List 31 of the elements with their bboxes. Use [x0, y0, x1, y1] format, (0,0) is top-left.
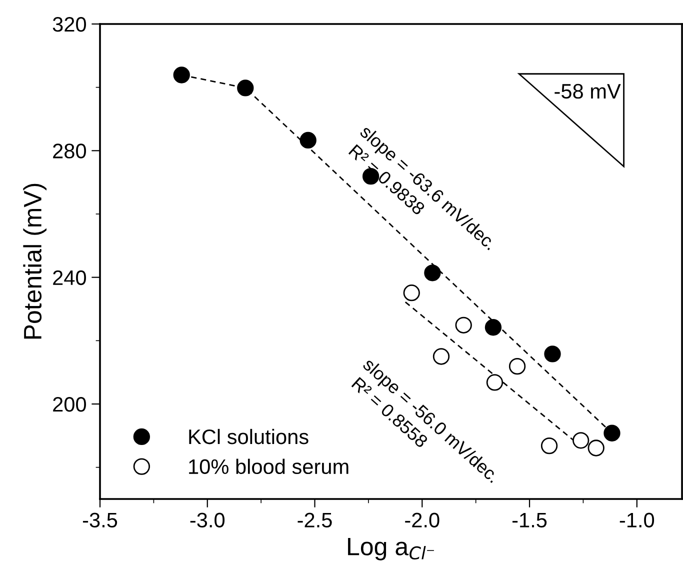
point — [455, 316, 472, 334]
legend-label: 10% blood serum — [189, 458, 348, 474]
x-tick-label: -1.0 — [620, 512, 654, 528]
point — [432, 348, 450, 365]
point — [544, 346, 561, 362]
y-tick-label: 280 — [53, 144, 86, 158]
y-tick-label: 240 — [53, 270, 86, 286]
y-axis-title: Potential (mV) — [23, 184, 46, 339]
point — [237, 80, 254, 96]
x-tick-label: -3.5 — [82, 512, 118, 528]
point — [486, 374, 504, 391]
point — [588, 440, 604, 456]
y-tick-label: 320 — [52, 17, 86, 32]
annotation: -58 mV — [554, 84, 621, 99]
point — [508, 358, 526, 375]
point — [572, 432, 590, 449]
x-tick-label: -2.0 — [405, 512, 440, 528]
point — [424, 264, 441, 282]
x-tick-label: -2.5 — [298, 512, 332, 528]
legend-label: KCl solutions — [189, 428, 308, 444]
x-tick-label: -3.0 — [190, 512, 225, 528]
y-tick-label: 200 — [53, 397, 86, 412]
point — [403, 284, 420, 302]
x-axis-title: Log a$_{Cl⁻}$ — [348, 538, 434, 560]
point — [173, 66, 190, 84]
point — [540, 437, 558, 454]
point — [362, 168, 380, 185]
point — [484, 319, 502, 336]
point — [300, 132, 316, 149]
point — [604, 424, 620, 442]
x-tick-label: -1.5 — [512, 512, 547, 528]
